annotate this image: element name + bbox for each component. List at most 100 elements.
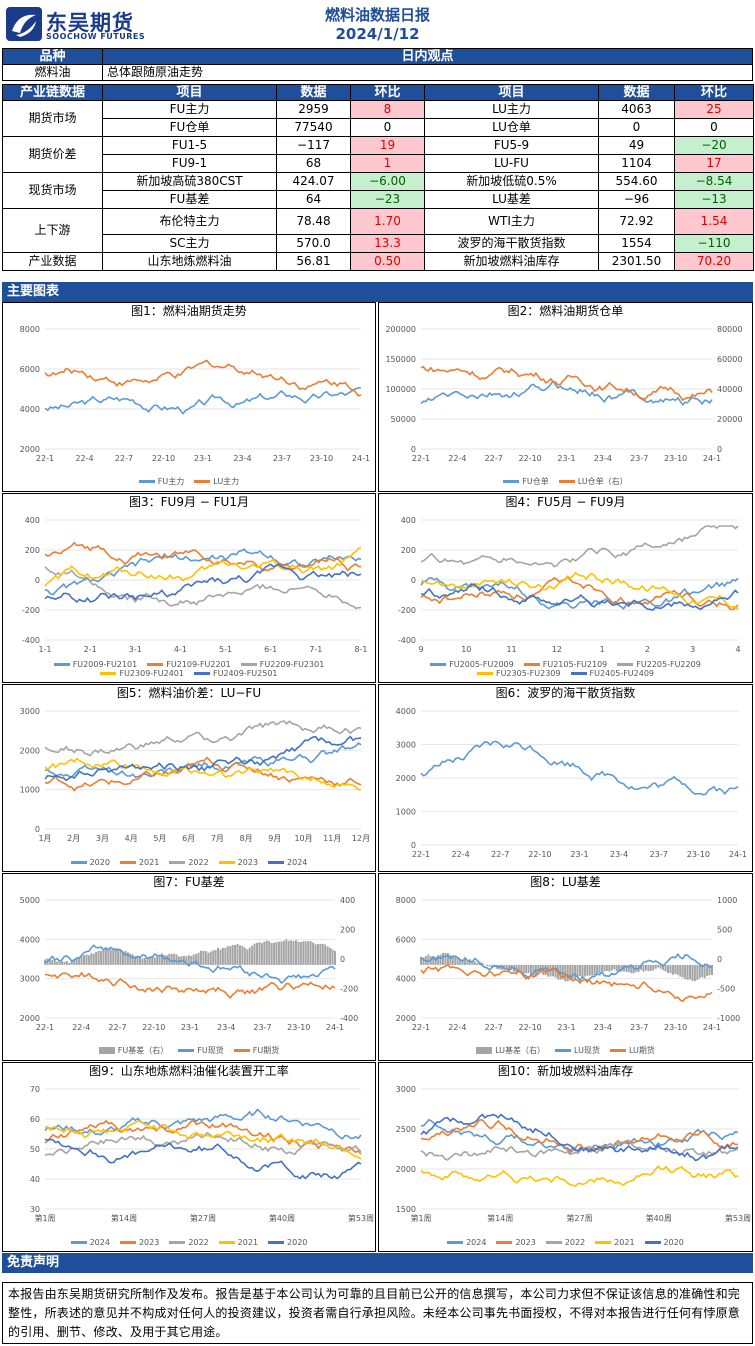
x-tick-label: 23-1: [194, 454, 212, 463]
item-cell: LU主力: [424, 100, 599, 119]
legend-label: 2022: [564, 1238, 586, 1247]
y-tick-label: 200000: [385, 325, 416, 334]
change-cell: −6.00: [350, 172, 425, 191]
value-cell: 78.48: [276, 208, 351, 235]
legend-swatch: [609, 1049, 626, 1052]
change-cell: −110: [674, 234, 754, 253]
series-line-0: [420, 740, 739, 796]
y-tick-label: 0: [35, 576, 40, 585]
legend-item: FU2109-FU2201: [147, 660, 231, 669]
legend-item: FU2105-FU2109: [523, 660, 607, 669]
y2-tick-label: 60000: [717, 355, 742, 364]
legend-label: LU基差（右）: [495, 1046, 546, 1055]
legend-swatch: [98, 1047, 115, 1054]
category-cell: 上下游: [2, 208, 103, 253]
x-tick-label: 2月: [67, 834, 80, 843]
y2-tick-label: 400: [340, 896, 355, 905]
legend-swatch: [100, 672, 117, 675]
table-row: SC主力 570.0 13.3 波罗的海干散货指数 1554 −110: [3, 234, 754, 253]
x-tick-label: 24-1: [729, 850, 747, 859]
value-cell: 68: [276, 154, 351, 173]
legend-label: LU期货: [628, 1046, 655, 1055]
change-cell: −23: [350, 190, 425, 209]
x-tick-label: 第40周: [646, 1213, 672, 1223]
series-line-3: [420, 571, 739, 611]
company-logo: 东吴期货 SOOCHOW FUTURES: [6, 5, 156, 43]
value-cell: 0: [598, 118, 675, 137]
chart-title: 图4：FU5月 − FU9月: [505, 495, 626, 509]
legend-item: 2022: [169, 1238, 209, 1247]
x-tick-label: 4-1: [174, 645, 187, 654]
item-cell: FU5-9: [424, 136, 599, 155]
y-tick-label: 5000: [20, 896, 40, 905]
report-title-block: 燃料油数据日报 2024/1/12: [250, 6, 505, 44]
series-line-3: [44, 757, 361, 791]
x-tick-label: 2: [645, 645, 650, 654]
chart-panel-7: 图7：FU基差 5000 4000 3000 2000 400 200 0 -200 -400 22…: [2, 873, 376, 1061]
x-tick-label: 23-1: [557, 1023, 575, 1032]
series-line-2: [44, 720, 362, 757]
x-tick-label: 23-4: [233, 454, 251, 463]
item-cell: FU基差: [102, 190, 277, 209]
chart-title: 图6：波罗的海干散货指数: [495, 686, 636, 700]
x-tick-label: 23-4: [217, 1023, 235, 1032]
x-tick-label: 第53周: [725, 1213, 751, 1223]
legend-label: LU仓单（右）: [577, 477, 628, 486]
y-tick-label: 8000: [20, 325, 40, 334]
series-line-1: [44, 359, 362, 397]
x-tick-label: 第27周: [566, 1213, 592, 1223]
x-tick-label: 22-4: [452, 850, 470, 859]
chart-svg: 4000 3000 2000 1000 022-1 22-4 22-7 22-10 23-1 23…: [396, 707, 747, 859]
legend-label: 2024: [287, 858, 308, 867]
legend-item: 2021: [119, 858, 159, 867]
chart-panel-9: 图9：山东地炼燃料油催化装置开工率 70 60 50 40 30 第1周 第14周 第27周 第4…: [2, 1062, 376, 1252]
x-tick-label: 23-10: [310, 454, 333, 463]
legend-label: 2021: [237, 1238, 259, 1247]
legend-item: FU2309-FU2401: [100, 669, 184, 678]
legend-swatch: [218, 861, 235, 864]
report-header: 东吴期货 SOOCHOW FUTURES 燃料油数据日报 2024/1/12: [0, 0, 755, 48]
x-tick-label: 22-10: [528, 850, 551, 859]
legend-item: FU主力: [138, 476, 185, 487]
legend-label: 2022: [188, 1238, 209, 1247]
table-row: FU基差 64 −23 LU基差 −96 −13: [3, 190, 754, 209]
change-cell: 25: [674, 100, 754, 119]
legend-item: FU2005-FU2009: [430, 660, 514, 669]
legend-label: FU主力: [157, 477, 185, 486]
x-tick-label: 23-7: [630, 1023, 648, 1032]
x-tick-label: 22-10: [152, 454, 175, 463]
value-cell: 2301.50: [598, 252, 675, 271]
x-tick-label: 22-4: [72, 1023, 90, 1032]
legend-item: 2021: [218, 1238, 259, 1247]
x-tick-label: 23-4: [594, 454, 612, 463]
y-tick-label: 4000: [396, 975, 416, 984]
x-tick-label: 第40周: [269, 1213, 295, 1223]
legend-label: FU基差（右）: [117, 1046, 169, 1055]
legend-item: FU仓单: [503, 476, 549, 487]
x-tick-label: 1月: [38, 834, 51, 843]
value-cell: 2959: [276, 100, 351, 119]
legend-item: 2023: [218, 858, 258, 867]
x-tick-label: 24-1: [326, 1023, 344, 1032]
chart-panel-6: 图6：波罗的海干散货指数 4000 3000 2000 1000 0 22-1 22-4 22-…: [378, 684, 753, 872]
change-cell: −8.54: [674, 172, 754, 191]
chart-legend: 2020 2021 2022 2023 2024: [3, 858, 375, 867]
x-tick-label: 4: [735, 645, 740, 654]
y2-tick-label: 500: [717, 926, 732, 935]
change-cell: 1.54: [674, 208, 754, 235]
y-tick-label: 400: [25, 516, 40, 525]
chart-title: 图7：FU基差: [153, 875, 225, 889]
legend-item: FU2209-FU2301: [240, 660, 324, 669]
x-tick-label: 22-1: [36, 1023, 54, 1032]
chart-title: 图1：燃料油期货走势: [131, 304, 247, 318]
legend-label: FU2005-FU2009: [449, 660, 514, 669]
legend-item: 2024: [70, 1238, 110, 1247]
x-tick-label: 23-7: [273, 454, 291, 463]
y-tick-label: 3000: [396, 1085, 416, 1094]
x-tick-label: 6月: [182, 834, 195, 843]
legend-label: FU2305-FU2309: [495, 669, 561, 678]
legend-item: LU仓单（右）: [558, 476, 628, 487]
x-tick-label: 23-10: [664, 454, 687, 463]
legend-label: 2023: [515, 1238, 536, 1247]
